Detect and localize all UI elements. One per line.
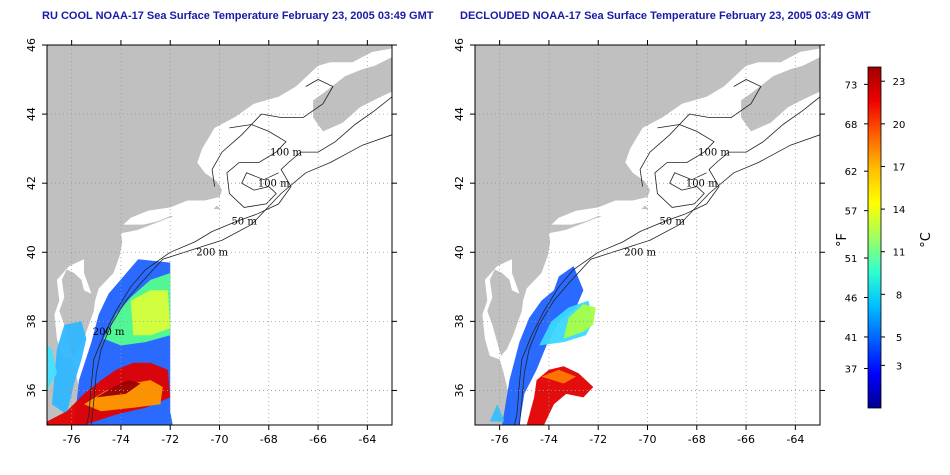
left-sst-field: [47, 259, 173, 425]
lat-tick-label: 36: [453, 383, 466, 397]
celsius-tick-label: 14: [893, 205, 906, 216]
contour-depth-label: 200 m: [196, 248, 228, 259]
land-mainland: [47, 45, 392, 425]
contour-depth-label: 100 m: [270, 148, 302, 159]
fahrenheit-tick-label: 51: [845, 254, 858, 265]
lat-tick-label: 46: [25, 38, 38, 52]
fahrenheit-tick-label: 73: [845, 80, 858, 91]
celsius-tick-label: 20: [893, 120, 906, 131]
lon-tick-label: -72: [161, 433, 179, 446]
celsius-tick-label: 8: [896, 290, 902, 301]
land-nova-scotia: [313, 57, 392, 132]
lon-tick-label: -66: [737, 433, 755, 446]
sst-patch: [84, 380, 163, 412]
left-panel-title: RU COOL NOAA-17 Sea Surface Temperature …: [42, 10, 434, 22]
fahrenheit-unit-label: °F: [835, 233, 850, 247]
land-long-island: [128, 216, 174, 232]
left-map-content: [47, 45, 392, 425]
contour-100m: [514, 96, 820, 425]
contour-gulf-of-maine: [639, 79, 762, 187]
land-nantucket: [213, 205, 221, 210]
contour-50m: [654, 124, 715, 208]
fahrenheit-tick-label: 37: [845, 365, 858, 376]
land-nova-scotia: [741, 57, 820, 132]
contour-depth-label: 200 m: [624, 248, 656, 259]
contour-depth-label: 50 m: [231, 217, 257, 228]
contour-depth-label: 50 m: [659, 217, 685, 228]
lon-tick-label: -64: [786, 433, 804, 446]
fahrenheit-tick-label: 46: [845, 293, 858, 304]
contour-200m: [519, 134, 820, 425]
lon-tick-label: -74: [112, 433, 130, 446]
lon-tick-label: -64: [358, 433, 376, 446]
colorbar-ticks: 23 20 17 14 11 8 5 3 73 68 62 57 51 46 41 37: [845, 77, 906, 375]
sst-patch: [130, 290, 171, 336]
lon-tick-label: -76: [63, 433, 81, 446]
left-bathymetry-contours: [86, 79, 392, 425]
lat-tick-label: 38: [453, 314, 466, 328]
lon-tick-label: -66: [309, 433, 327, 446]
contour-gulf-of-maine: [211, 79, 334, 187]
celsius-unit-label: °C: [919, 232, 934, 248]
right-contour-labels: 100 m 100 m 50 m 200 m: [624, 148, 730, 259]
lon-tick-label: -68: [260, 433, 278, 446]
right-map-content: [475, 45, 820, 425]
lat-tick-label: 40: [453, 245, 466, 259]
celsius-tick-label: 11: [893, 248, 906, 259]
left-grid-lines: [47, 45, 392, 425]
land-long-island: [556, 216, 602, 232]
celsius-tick-label: 3: [896, 361, 902, 372]
colorbar-scale: [867, 66, 882, 409]
fahrenheit-tick-label: 41: [845, 333, 858, 344]
left-land-mass: [47, 45, 392, 425]
left-axis-ticks: -76 -74 -72 -70 -68 -66 -64 36 38 40 42 44 46: [25, 38, 397, 446]
sst-patch: [526, 366, 594, 425]
sst-patch: [51, 321, 87, 415]
right-panel-title: DECLOUDED NOAA-17 Sea Surface Temperatur…: [460, 10, 871, 22]
fahrenheit-tick-label: 57: [845, 207, 858, 218]
celsius-tick-label: 5: [896, 333, 902, 344]
contour-100m: [86, 96, 392, 425]
lon-tick-label: -68: [688, 433, 706, 446]
right-bathymetry-contours: [514, 79, 820, 425]
contour-depth-label: 200 m: [93, 327, 125, 338]
sst-patch: [541, 369, 576, 384]
sst-patch: [475, 266, 584, 425]
temperature-colorbar: 23 20 17 14 11 8 5 3 73 68 62 57 51 46 41 37 °F °C: [835, 66, 934, 409]
land-mainland: [475, 45, 820, 425]
right-axis-ticks: -76 -74 -72 -70 -68 -66 -64 36 38 40 42 44 46: [453, 38, 825, 446]
right-grid-lines: [475, 45, 820, 425]
celsius-tick-label: 23: [893, 77, 906, 88]
lat-tick-label: 36: [25, 383, 38, 397]
right-land-mass: [475, 45, 820, 425]
lat-tick-label: 44: [25, 107, 38, 121]
contour-50m: [226, 124, 287, 208]
left-contour-labels: 100 m 100 m 50 m 200 m 200 m: [93, 148, 303, 339]
lat-tick-label: 46: [453, 38, 466, 52]
lon-tick-label: -70: [639, 433, 657, 446]
fahrenheit-tick-label: 62: [845, 167, 858, 178]
celsius-tick-label: 17: [893, 162, 906, 173]
lat-tick-label: 44: [453, 107, 466, 121]
lat-tick-label: 40: [25, 245, 38, 259]
lat-tick-label: 42: [25, 176, 38, 190]
contour-depth-label: 100 m: [698, 148, 730, 159]
contour-depth-label: 100 m: [686, 179, 718, 190]
lat-tick-label: 42: [453, 176, 466, 190]
lon-tick-label: -74: [540, 433, 558, 446]
sst-patch: [47, 345, 57, 391]
lat-tick-label: 38: [25, 314, 38, 328]
contour-200m: [91, 134, 392, 425]
lon-tick-label: -70: [211, 433, 229, 446]
contour-depth-label: 100 m: [258, 179, 290, 190]
sst-patch: [489, 404, 505, 422]
lon-tick-label: -76: [491, 433, 509, 446]
land-nantucket: [641, 205, 649, 210]
sst-patch: [96, 380, 141, 398]
lon-tick-label: -72: [589, 433, 607, 446]
fahrenheit-tick-label: 68: [845, 120, 858, 131]
